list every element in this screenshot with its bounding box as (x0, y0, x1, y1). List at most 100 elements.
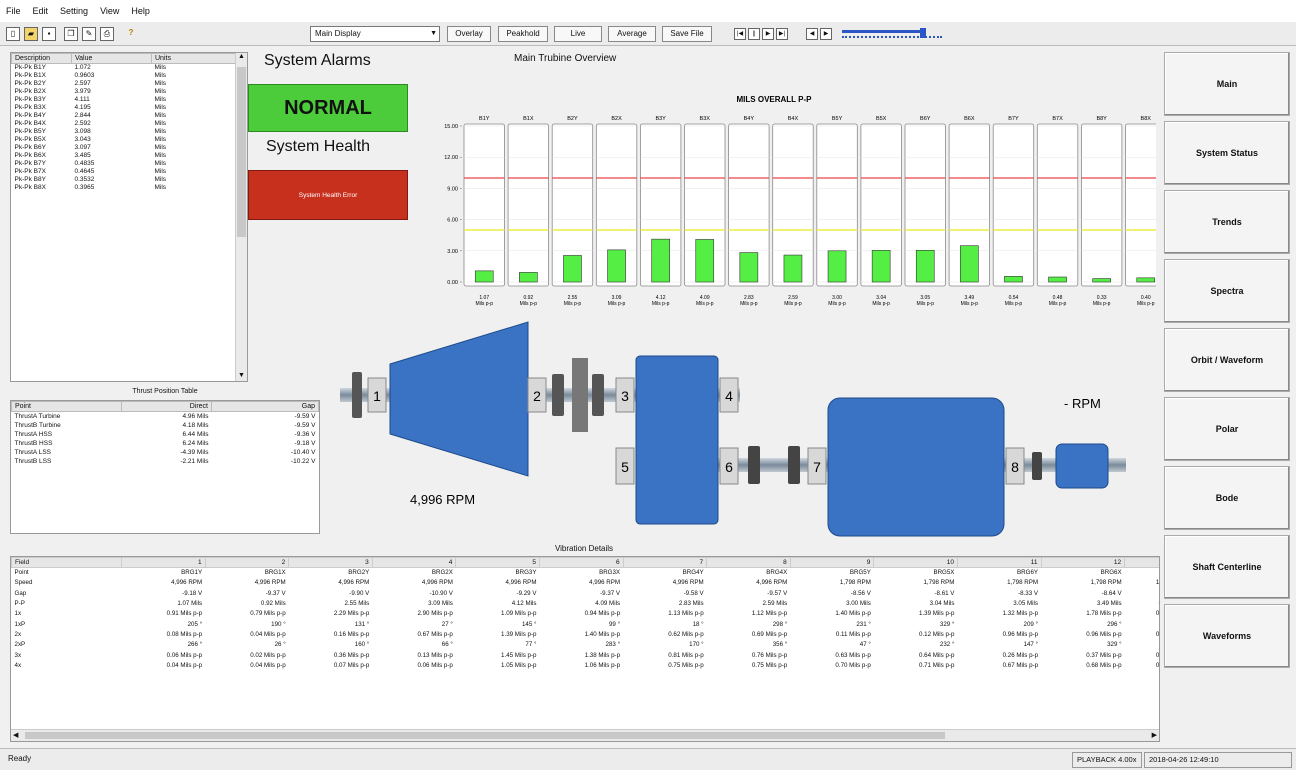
nav-main-button[interactable]: Main (1164, 52, 1290, 116)
bar-b7y[interactable] (1004, 276, 1023, 283)
thrust-col-gap[interactable]: Gap (211, 401, 319, 412)
scroll-left-icon[interactable]: ◀ (13, 732, 19, 739)
bar-b3x[interactable] (695, 239, 715, 283)
vibration-col-header[interactable]: 11 (956, 557, 1042, 568)
nav-polar-button[interactable]: Polar (1164, 397, 1290, 461)
alarm-list-row[interactable]: Pk-Pk B1Y 1.072 Mils (12, 64, 247, 72)
thrust-col-direct[interactable]: Direct (121, 401, 212, 412)
vibration-row[interactable]: 1x 0.91 Mils p-p 0.79 Mils p-p 2.29 Mils p-… (12, 609, 1160, 619)
nav-bode-button[interactable]: Bode (1164, 466, 1290, 530)
alarm-list-row[interactable]: Pk-Pk B7Y 0.4835 Mils (12, 160, 247, 168)
thrust-row[interactable]: ThrustB LSS -2.21 Mils -10.22 V (12, 457, 319, 466)
alarm-list-scroll-thumb[interactable] (237, 67, 246, 237)
bar-b8x[interactable] (1136, 277, 1156, 283)
bar-b3y[interactable] (651, 238, 670, 283)
thrust-col-point[interactable]: Point (11, 401, 122, 412)
vibration-row[interactable]: Speed 4,996 RPM 4,996 RPM 4,996 RPM 4,996 RP… (12, 578, 1160, 588)
vibration-col-header[interactable]: 3 (288, 557, 373, 568)
step-back-icon[interactable]: ◀ (806, 28, 818, 40)
alarm-col-description[interactable]: Description (11, 53, 72, 64)
live-button[interactable]: Live (554, 26, 602, 42)
playback-slider-thumb[interactable] (920, 28, 926, 38)
bar-b4y[interactable] (739, 252, 759, 283)
scroll-up-icon[interactable]: ▲ (238, 53, 245, 60)
alarm-list-row[interactable]: Pk-Pk B6Y 3.097 Mils (12, 144, 247, 152)
bearing-7[interactable] (807, 447, 827, 485)
vibration-row[interactable]: 4x 0.04 Mils p-p 0.04 Mils p-p 0.07 Mils p-… (12, 660, 1160, 670)
bearing-5[interactable] (615, 447, 635, 485)
nav-trends-button[interactable]: Trends (1164, 190, 1290, 254)
bearing-6[interactable] (719, 447, 739, 485)
vibration-col-header[interactable]: 13 (1124, 557, 1159, 568)
new-file-icon[interactable]: ▯ (6, 27, 20, 41)
bearing-2[interactable] (527, 377, 547, 413)
alarm-list-row[interactable]: Pk-Pk B5Y 3.098 Mils (12, 128, 247, 136)
alarm-list-row[interactable]: Pk-Pk B3Y 4.111 Mils (12, 96, 247, 104)
vibration-col-header[interactable]: 8 (706, 557, 791, 568)
skip-forward-icon[interactable]: ▶| (776, 28, 788, 40)
menu-view[interactable]: View (100, 6, 120, 16)
alarm-list-row[interactable]: Pk-Pk B4X 2.592 Mils (12, 120, 247, 128)
copy-icon[interactable]: ❐ (64, 27, 78, 41)
bar-b5y[interactable] (827, 250, 847, 283)
vibration-row[interactable]: 2xP 266 ° 26 ° 160 ° 66 ° 77 ° 283 ° 170 ° 356 °… (12, 640, 1160, 650)
nav-orbit-waveform-button[interactable]: Orbit / Waveform (1164, 328, 1290, 392)
vibration-col-header[interactable]: 7 (622, 557, 708, 568)
bar-b1x[interactable] (519, 272, 538, 283)
alarm-list-row[interactable]: Pk-Pk B2X 3.979 Mils (12, 88, 247, 96)
help-icon[interactable]: ? (128, 28, 134, 37)
bearing-3[interactable] (615, 377, 635, 413)
bar-b8y[interactable] (1092, 278, 1111, 283)
vibration-col-header[interactable]: 6 (538, 557, 624, 568)
save-icon[interactable]: ▪ (42, 27, 56, 41)
vibration-row[interactable]: 2x 0.08 Mils p-p 0.04 Mils p-p 0.16 Mils p-… (12, 629, 1160, 639)
bar-b7x[interactable] (1048, 276, 1067, 283)
print-icon[interactable]: ⎙ (100, 27, 114, 41)
display-select[interactable]: Main Display ▼ (310, 26, 440, 42)
vibration-col-header[interactable]: 2 (204, 557, 290, 568)
vibration-col-header[interactable]: Field (11, 557, 122, 568)
thrust-row[interactable]: ThrustA Turbine 4.96 Mils -9.59 V (12, 412, 319, 421)
vibration-col-header[interactable]: 12 (1040, 557, 1126, 568)
playback-slider[interactable] (842, 28, 942, 40)
bar-b1y[interactable] (474, 270, 494, 283)
vibration-col-header[interactable]: 5 (455, 557, 540, 568)
bar-b2x[interactable] (607, 249, 626, 283)
vibration-col-header[interactable]: 1 (121, 557, 206, 568)
alarm-list-row[interactable]: Pk-Pk B8Y 0.3532 Mils (12, 176, 247, 184)
alarm-col-value[interactable]: Value (71, 53, 152, 64)
scroll-right-icon[interactable]: ▶ (1151, 732, 1157, 739)
overlay-button[interactable]: Overlay (447, 26, 491, 42)
menu-edit[interactable]: Edit (32, 6, 49, 16)
bar-b4x[interactable] (783, 254, 803, 283)
menu-setting[interactable]: Setting (60, 6, 89, 16)
alarm-list-row[interactable]: Pk-Pk B7X 0.4645 Mils (12, 168, 247, 176)
scroll-down-icon[interactable]: ▼ (238, 372, 245, 379)
thrust-row[interactable]: ThrustB HSS 6.24 Mils -9.18 V (12, 439, 319, 448)
vibration-col-header[interactable]: 9 (789, 557, 875, 568)
vibration-row[interactable]: Point BRG1Y BRG1X BRG2Y BRG2X BRG3Y BRG3X BRG4Y… (12, 568, 1160, 578)
menu-file[interactable]: File (6, 6, 21, 16)
nav-spectra-button[interactable]: Spectra (1164, 259, 1290, 323)
save-file-button[interactable]: Save File (662, 26, 712, 42)
alarm-list-row[interactable]: Pk-Pk B2Y 2.597 Mils (12, 80, 247, 88)
nav-system-status-button[interactable]: System Status (1164, 121, 1290, 185)
alarm-list-row[interactable]: Pk-Pk B8X 0.3965 Mils (12, 184, 247, 192)
alarm-list-scrollbar[interactable]: ▲ ▼ (235, 53, 247, 381)
bar-b6x[interactable] (960, 245, 979, 283)
vibration-row[interactable]: 3x 0.06 Mils p-p 0.02 Mils p-p 0.36 Mils p-… (12, 650, 1160, 660)
average-button[interactable]: Average (608, 26, 656, 42)
step-forward-icon[interactable]: ▶ (820, 28, 832, 40)
alarm-list-row[interactable]: Pk-Pk B3X 4.195 Mils (12, 104, 247, 112)
vibration-row[interactable]: Gap -9.18 V -9.37 V -9.90 V -10.90 V -9.29 V -… (12, 588, 1160, 598)
alarm-list-row[interactable]: Pk-Pk B4Y 2.844 Mils (12, 112, 247, 120)
vibration-h-scrollbar[interactable]: ◀ ▶ (11, 729, 1159, 741)
thrust-row[interactable]: ThrustA LSS -4.39 Mils -10.40 V (12, 448, 319, 457)
bar-b2y[interactable] (563, 255, 582, 283)
alarm-list-row[interactable]: Pk-Pk B5X 3.043 Mils (12, 136, 247, 144)
vibration-row[interactable]: 1xP 205 ° 190 ° 131 ° 27 ° 145 ° 99 ° 18 ° 298 °… (12, 619, 1160, 629)
skip-back-icon[interactable]: |◀ (734, 28, 746, 40)
vibration-h-scroll-thumb[interactable] (25, 732, 945, 739)
alarm-col-units[interactable]: Units (151, 53, 247, 64)
alarm-list-row[interactable]: Pk-Pk B1X 0.9603 Mils (12, 72, 247, 80)
